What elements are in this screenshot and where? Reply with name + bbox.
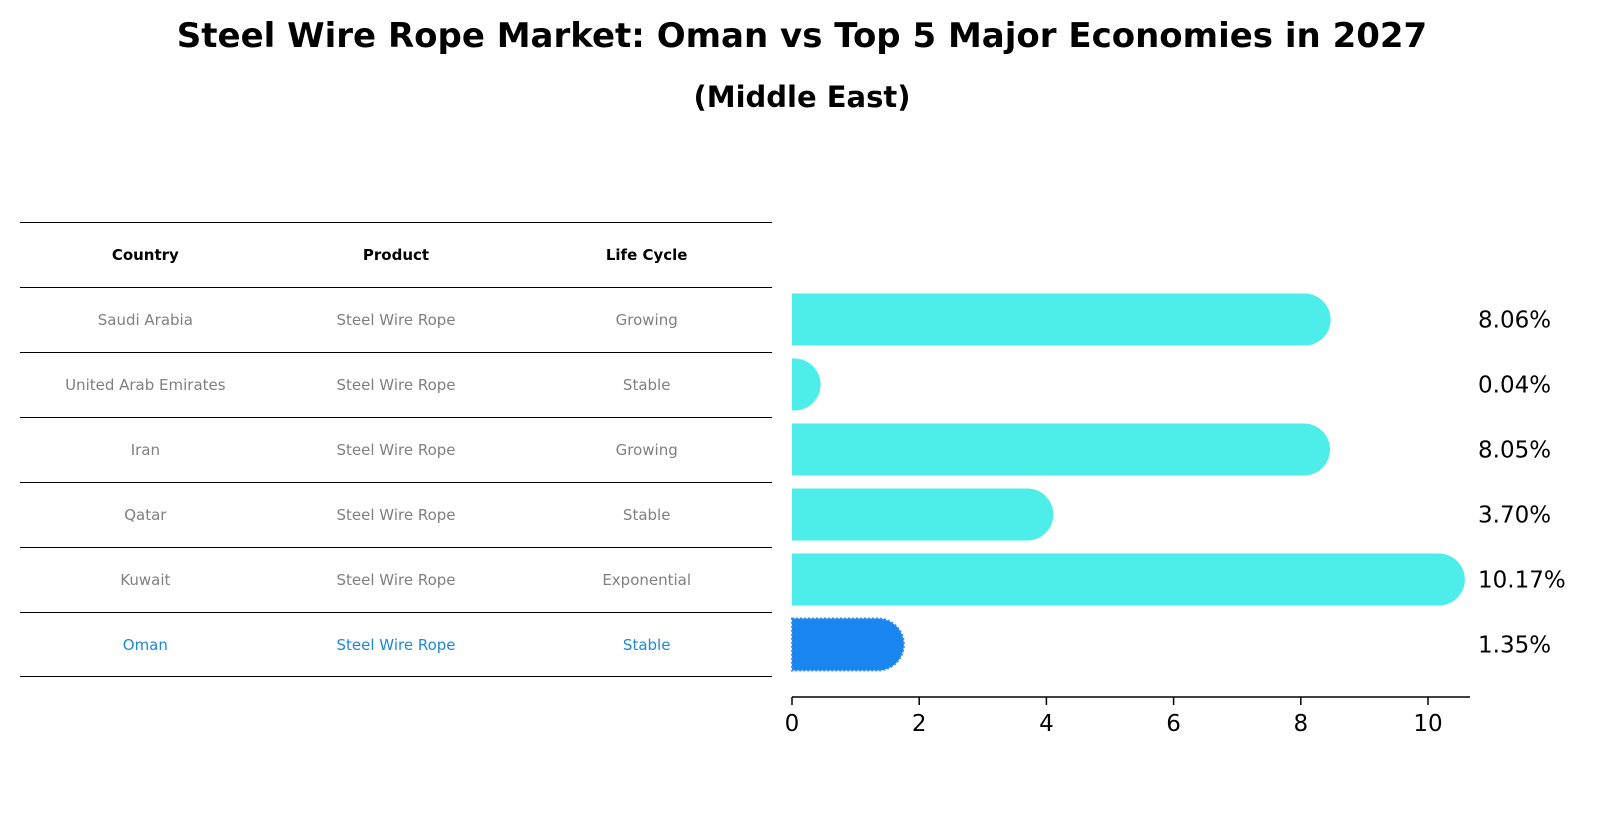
bar-iran — [792, 423, 1330, 476]
value-label: 8.05% — [1478, 438, 1551, 464]
bar-qatar — [792, 488, 1054, 541]
cell-life-cycle: Growing — [615, 311, 678, 329]
x-tick-label: 4 — [1039, 711, 1054, 737]
table-row: Saudi Arabia Steel Wire Rope Growing — [20, 287, 772, 352]
header-life-cycle: Life Cycle — [605, 246, 688, 264]
chart-title: Steel Wire Rope Market: Oman vs Top 5 Ma… — [176, 16, 1428, 56]
value-label: 1.35% — [1478, 633, 1551, 659]
table-row: Kuwait Steel Wire Rope Exponential — [20, 547, 772, 612]
cell-product: Steel Wire Rope — [336, 441, 456, 459]
cell-product: Steel Wire Rope — [336, 311, 456, 329]
value-label: 0.04% — [1478, 373, 1551, 399]
bar-kuwait — [792, 553, 1465, 606]
x-tick-label: 10 — [1413, 711, 1442, 737]
cell-country: United Arab Emirates — [65, 376, 226, 394]
cell-life-cycle: Stable — [622, 506, 671, 524]
x-tick-label: 2 — [912, 711, 927, 737]
cell-country: Saudi Arabia — [97, 311, 193, 329]
cell-product: Steel Wire Rope — [336, 376, 456, 394]
x-tick-label: 0 — [785, 711, 800, 737]
bar-saudi-arabia — [792, 293, 1331, 346]
cell-country: Oman — [122, 635, 168, 654]
cell-product: Steel Wire Rope — [336, 571, 456, 589]
chart-subtitle: (Middle East) — [693, 80, 911, 114]
header-product: Product — [362, 246, 430, 264]
value-label: 8.06% — [1478, 308, 1551, 334]
value-label: 10.17% — [1478, 568, 1566, 594]
x-tick-label: 6 — [1166, 711, 1181, 737]
table-header-row: Country Product Life Cycle — [20, 222, 772, 287]
cell-country: Qatar — [124, 506, 167, 524]
table-row-highlight: Oman Steel Wire Rope Stable — [20, 612, 772, 677]
header-country: Country — [111, 246, 179, 264]
table-row: Qatar Steel Wire Rope Stable — [20, 482, 772, 547]
bar-oman — [791, 617, 905, 672]
value-label: 3.70% — [1478, 503, 1551, 529]
country-table: Country Product Life Cycle Saudi Arabia … — [20, 222, 772, 677]
cell-product: Steel Wire Rope — [336, 506, 456, 524]
cell-country: Kuwait — [120, 571, 171, 589]
cell-life-cycle: Exponential — [602, 571, 692, 589]
cell-country: Iran — [130, 441, 160, 459]
x-tick-label: 8 — [1293, 711, 1308, 737]
cell-life-cycle: Stable — [622, 376, 671, 394]
cell-life-cycle: Stable — [622, 635, 671, 654]
cell-product: Steel Wire Rope — [336, 635, 456, 654]
cell-life-cycle: Growing — [615, 441, 678, 459]
table-row: United Arab Emirates Steel Wire Rope Sta… — [20, 352, 772, 417]
bar-united-arab-emirates — [792, 358, 821, 411]
table-row: Iran Steel Wire Rope Growing — [20, 417, 772, 482]
